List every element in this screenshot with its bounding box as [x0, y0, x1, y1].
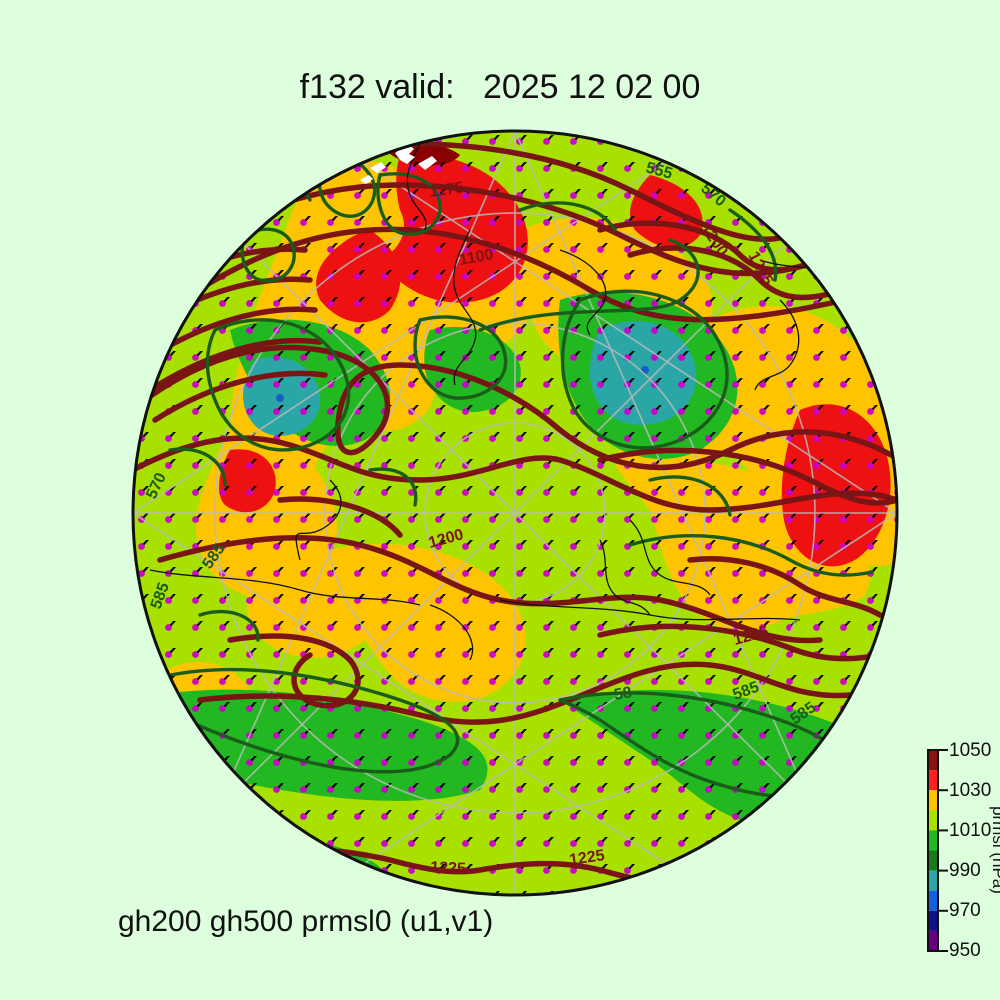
svg-text:970: 970: [949, 900, 981, 921]
svg-text:58: 58: [613, 684, 634, 704]
svg-text:1225: 1225: [269, 842, 307, 864]
svg-text:950: 950: [949, 940, 981, 961]
svg-text:prmsl (hPa): prmsl (hPa): [989, 806, 1000, 894]
svg-text:990: 990: [949, 860, 981, 881]
svg-text:1050: 1050: [949, 740, 991, 761]
svg-text:1225: 1225: [430, 859, 467, 878]
svg-text:1030: 1030: [949, 780, 991, 801]
svg-text:1010: 1010: [949, 820, 991, 841]
